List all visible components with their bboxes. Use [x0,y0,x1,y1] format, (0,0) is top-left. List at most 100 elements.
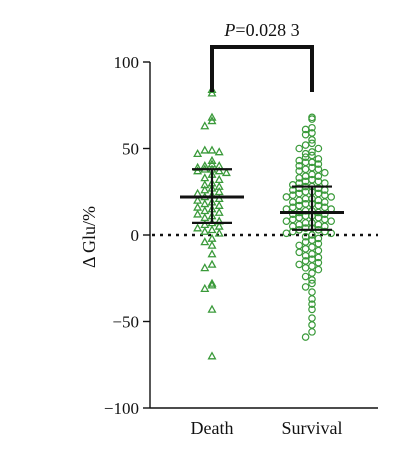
data-point-survival [308,295,316,303]
data-point-survival [308,136,316,144]
data-point-survival [320,168,329,177]
data-point-survival [327,193,336,201]
p-value-label: P=0.028 3 [223,20,299,40]
category-labels: Death Survival [191,418,343,438]
data-point-survival [301,333,310,341]
data-point-death [214,207,224,216]
data-point-death [193,202,203,211]
y-tick-label: −100 [104,399,139,418]
data-point-survival [295,248,304,257]
data-point-death [214,174,224,184]
data-point-survival [327,217,336,225]
data-point-survival [301,264,310,272]
data-point-survival [314,172,323,180]
data-point-death [200,226,210,235]
data-point-death [200,206,210,215]
y-axis-title: Δ Glu/% [79,206,99,268]
data-point-survival [314,160,323,168]
data-point-death [200,145,210,154]
data-point-death [207,155,217,164]
data-point-survival [301,141,310,149]
data-point-survival [314,155,323,163]
median-iqr-bars [180,168,344,231]
data-point-death [207,249,217,258]
data-point-death [193,188,203,197]
data-point-survival [301,232,310,241]
data-point-survival [295,260,304,269]
data-point-survival [308,328,316,336]
axes: 100 50 0 −50 −100 [104,53,378,418]
data-point-death [207,240,217,249]
data-point-death [200,237,210,246]
data-point-death [207,112,217,121]
significance-bracket: P=0.028 3 [210,20,314,92]
category-label-survival: Survival [282,418,343,438]
data-point-death [207,88,217,97]
data-point-survival [314,265,323,274]
data-point-survival [308,321,316,329]
p-value-text: =0.028 3 [235,20,299,40]
data-point-survival [327,229,336,238]
data-point-death [193,166,203,175]
data-point-survival [295,162,304,170]
data-point-survival [301,272,310,281]
data-point-survival [308,262,316,270]
data-point-survival [282,217,291,225]
data-point-death [207,259,217,268]
data-point-survival [301,130,310,139]
data-point-survival [308,300,316,309]
data-point-death [214,228,224,237]
data-point-survival [320,198,329,206]
data-point-survival [295,174,304,182]
data-point-survival [282,229,291,238]
data-point-death [200,173,210,182]
data-point-death [193,209,203,218]
y-tick-label: 100 [114,53,140,72]
y-tick-label: 50 [122,140,139,159]
data-point-survival [308,276,316,284]
data-point-death [200,199,210,208]
data-point-survival [301,165,310,174]
y-tick-label: 0 [131,226,140,245]
y-ticks: 100 50 0 −50 −100 [104,53,150,418]
data-point-death [207,225,217,234]
data-point-survival [301,125,310,134]
data-point-death [214,200,224,209]
data-point-death [200,121,210,130]
data-point-death [207,280,217,289]
data-point-survival [308,314,316,322]
data-point-death [207,278,217,287]
data-point-survival [308,269,316,277]
data-point-survival [308,288,316,296]
data-point-survival [320,179,329,187]
data-point-survival [314,144,323,153]
data-point-death [207,351,217,360]
p-symbol: P [223,20,235,40]
data-point-death [207,145,217,154]
bracket-line [210,45,314,92]
data-point-death [207,116,217,125]
data-point-death [200,212,210,222]
data-point-death [193,223,203,232]
data-point-survival [314,246,323,255]
data-point-death [221,167,231,177]
data-point-death [207,304,217,313]
data-points [193,84,336,360]
y-tick-label: −50 [112,313,139,332]
data-point-survival [308,115,316,123]
data-point-survival [288,198,297,206]
data-point-death [200,263,210,272]
data-point-survival [282,193,291,201]
data-point-death [193,148,203,158]
data-point-survival [308,243,316,251]
data-point-survival [301,251,310,260]
data-point-death [214,166,224,175]
data-point-survival [288,181,297,189]
data-point-survival [301,153,310,161]
data-point-survival [301,283,310,291]
data-point-survival [295,144,304,153]
data-point-survival [301,245,310,253]
data-point-death [214,147,224,156]
data-point-death [200,283,210,293]
